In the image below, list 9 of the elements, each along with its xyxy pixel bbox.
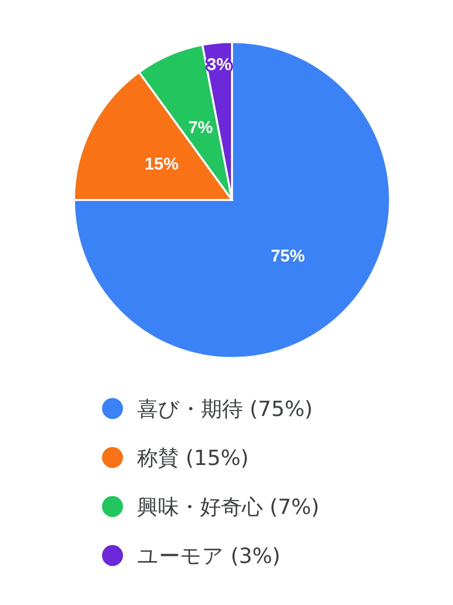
data-label: 3%	[206, 55, 232, 74]
data-label: 75%	[270, 246, 305, 266]
legend-label: 興味・好奇心 (7%)	[137, 494, 320, 520]
data-label: 15%	[144, 154, 179, 174]
pie-slice	[73, 41, 391, 359]
legend-label: 喜び・期待 (75%)	[137, 396, 313, 422]
legend-label: ユーモア (3%)	[137, 542, 280, 570]
legend-label: 称賛 (15%)	[137, 444, 249, 472]
data-label: 7%	[188, 118, 213, 137]
